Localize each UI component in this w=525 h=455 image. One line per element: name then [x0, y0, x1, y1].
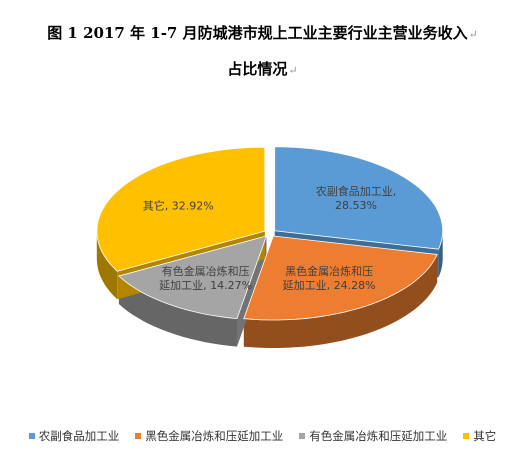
pie-data-label: 延加工业, 24.28%: [283, 279, 376, 292]
legend-label: 其它: [473, 429, 497, 443]
legend-item: 其它: [463, 428, 496, 444]
pie-slice: [118, 235, 268, 320]
pie-labels: 农副食品加工业,28.53% 黑色金属冶炼和压延加工业, 24.28% 有色金属冶炼…: [143, 184, 397, 292]
legend-swatch-icon: [28, 433, 35, 439]
pie-data-label: 有色金属冶炼和压: [162, 264, 250, 278]
pie-data-label: 黑色金属冶炼和压: [285, 264, 373, 278]
paragraph-mark-icon: ↵: [468, 28, 478, 41]
legend-item: 有色金属冶炼和压延加工业: [299, 428, 447, 444]
chart-legend: 农副食品加工业 黑色金属冶炼和压延加工业 有色金属冶炼和压延加工业 其它: [0, 428, 525, 444]
pie-data-label: 其它, 32.92%: [143, 198, 214, 212]
pie-tops: [96, 146, 444, 321]
pie-slice: [243, 235, 438, 321]
legend-label: 黑色金属冶炼和压延加工业: [145, 429, 284, 443]
legend-item: 农副食品加工业: [28, 428, 120, 444]
chart-title-text-line1: 图 1 2017 年 1-7 月防城港市规上工业主要行业主营业务收入: [47, 24, 468, 42]
paragraph-mark-icon: ↵: [288, 64, 298, 77]
chart-title-line2: 占比情况↵: [0, 58, 525, 79]
pie-slice-side: [118, 276, 237, 347]
legend-label: 农副食品加工业: [38, 429, 120, 443]
pie-slice-side: [243, 254, 438, 348]
chart-title-line1: 图 1 2017 年 1-7 月防城港市规上工业主要行业主营业务收入↵: [0, 22, 525, 43]
pie-data-label: 28.53%: [335, 199, 377, 212]
pie-slice-side: [438, 230, 443, 278]
pie-slice: [96, 146, 266, 272]
pie-data-label: 农副食品加工业,: [316, 184, 397, 198]
legend-item: 黑色金属冶炼和压延加工业: [135, 428, 283, 444]
pie-slice-side: [96, 231, 118, 300]
legend-swatch-icon: [135, 433, 142, 439]
pie-data-label: 延加工业, 14.27%: [159, 279, 252, 292]
pie-slice: [274, 146, 444, 250]
legend-swatch-icon: [299, 433, 306, 439]
legend-label: 有色金属冶炼和压延加工业: [309, 429, 448, 443]
chart-title-text-line2: 占比情况: [227, 60, 288, 78]
legend-swatch-icon: [463, 433, 470, 439]
